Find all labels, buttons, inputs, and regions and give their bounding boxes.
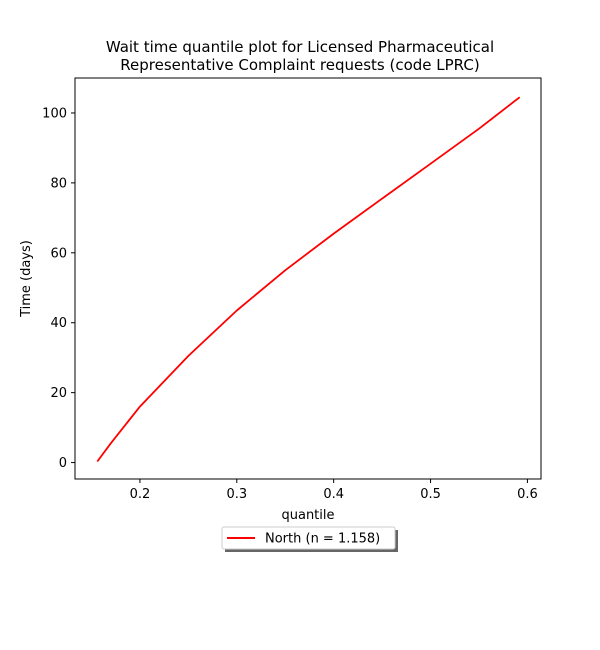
y-tick-label: 80 bbox=[50, 176, 67, 191]
x-tick-label: 0.6 bbox=[517, 487, 538, 502]
x-tick-label: 0.4 bbox=[323, 487, 344, 502]
y-tick-label: 100 bbox=[42, 106, 67, 121]
legend: North (n = 1.158) bbox=[221, 526, 398, 552]
y-axis-label: Time (days) bbox=[19, 240, 34, 318]
legend-label-north: North (n = 1.158) bbox=[265, 532, 380, 547]
y-axis-ticks: 0 20 40 60 80 100 bbox=[42, 106, 75, 471]
plot-area: 0.2 0.3 0.4 0.5 0.6 0 20 40 60 80 100 bbox=[42, 77, 542, 502]
chart-title: Wait time quantile plot for Licensed Pha… bbox=[106, 38, 494, 74]
x-tick-label: 0.3 bbox=[226, 487, 247, 502]
series-line-north bbox=[96, 96, 521, 463]
y-tick-label: 20 bbox=[50, 386, 67, 401]
x-axis-ticks: 0.2 0.3 0.4 0.5 0.6 bbox=[130, 479, 538, 502]
chart-title-line: Wait time quantile plot for Licensed Pha… bbox=[106, 38, 494, 56]
y-tick-label: 40 bbox=[50, 316, 67, 331]
y-tick-label: 60 bbox=[50, 246, 67, 261]
x-axis-label: quantile bbox=[281, 508, 334, 523]
series-layer bbox=[96, 96, 521, 463]
axes-frame bbox=[74, 77, 542, 480]
chart-title-line: Representative Complaint requests (code … bbox=[120, 56, 479, 74]
x-tick-label: 0.2 bbox=[130, 487, 151, 502]
legend-box bbox=[221, 526, 396, 550]
x-tick-label: 0.5 bbox=[420, 487, 441, 502]
y-tick-label: 0 bbox=[59, 456, 67, 471]
